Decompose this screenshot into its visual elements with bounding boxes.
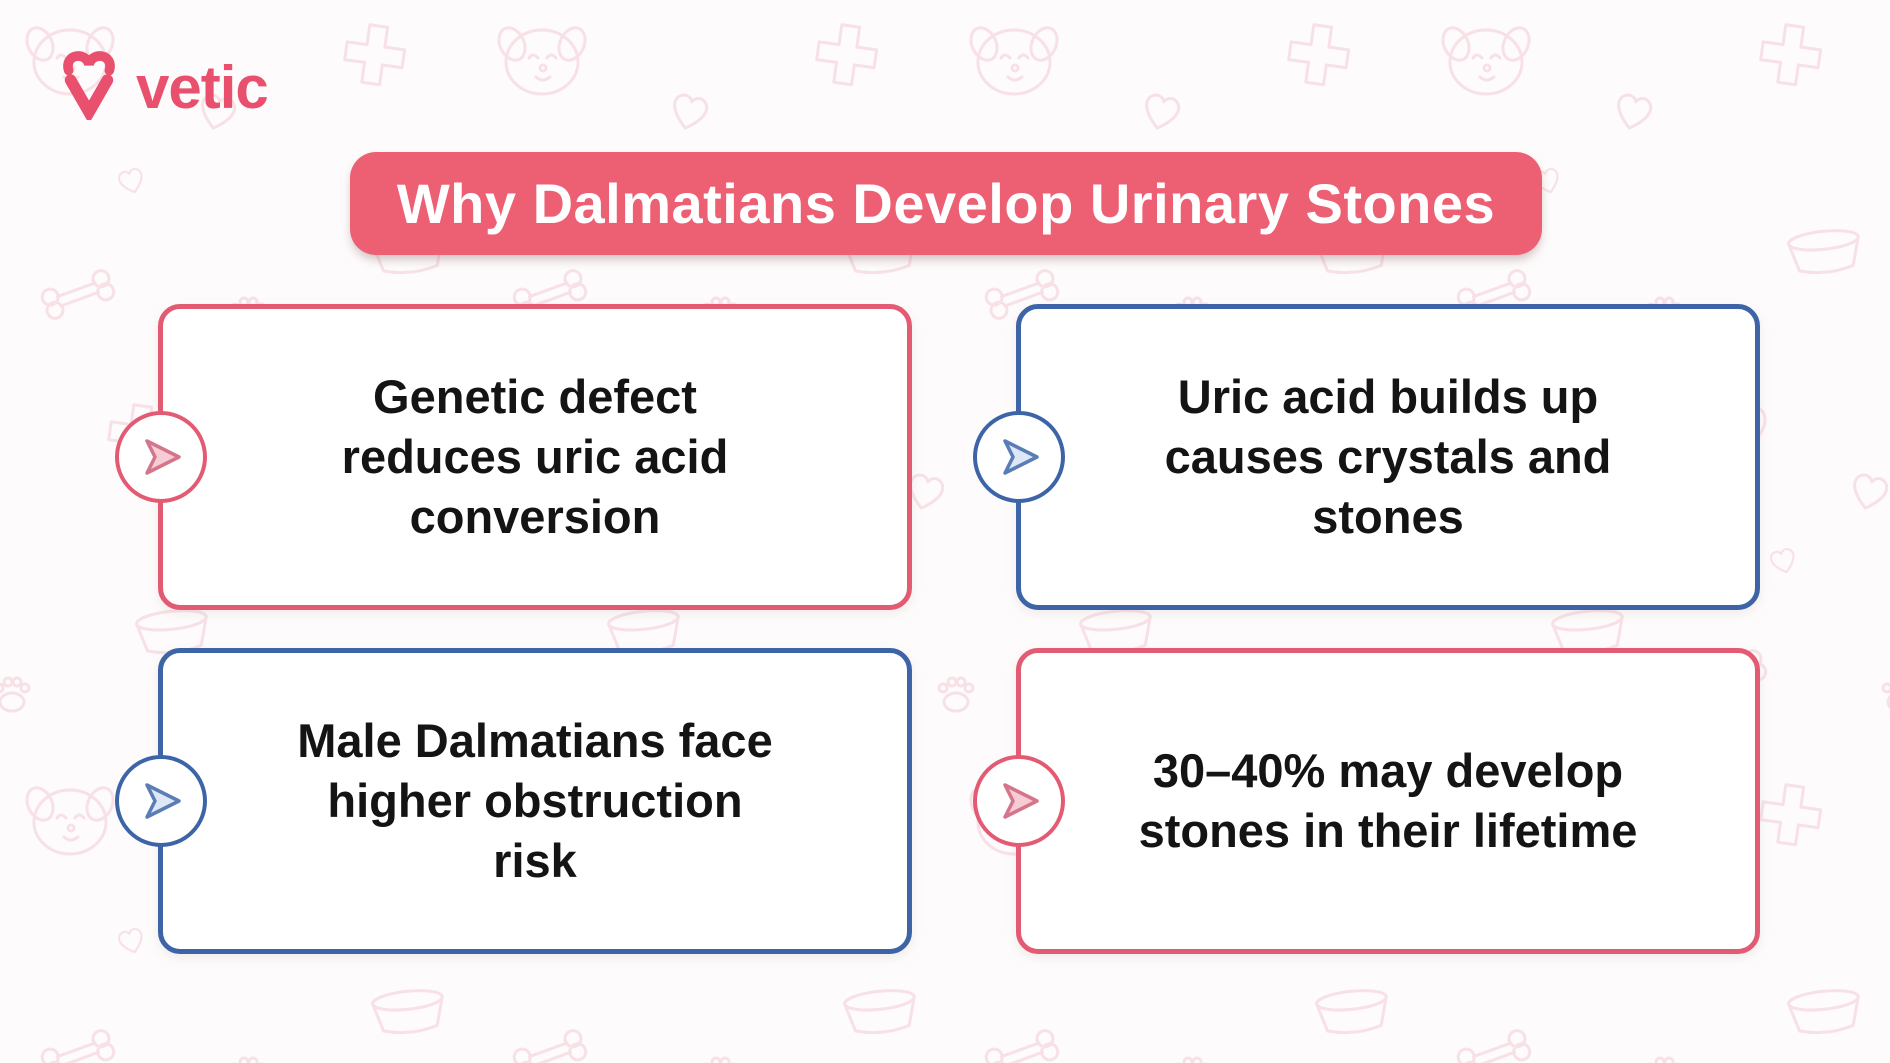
arrow-circle-badge (973, 411, 1065, 503)
vetic-logo: vetic (58, 48, 269, 121)
card-text: 30–40% may develop stones in their lifet… (1138, 743, 1638, 857)
arrow-circle-badge (973, 755, 1065, 847)
card-uric-acid-buildup: Uric acid builds up causes crystals and … (973, 304, 1760, 610)
card-male-obstruction-risk: Male Dalmatians face higher obstruction … (115, 648, 912, 954)
card-lifetime-prevalence: 30–40% may develop stones in their lifet… (973, 648, 1760, 954)
arrow-circle-badge (115, 755, 207, 847)
page-title: Why Dalmatians Develop Urinary Stones (396, 172, 1496, 235)
arrow-circle-badge (115, 411, 207, 503)
title-banner: Why Dalmatians Develop Urinary Stones (350, 152, 1542, 255)
vetic-logo-text: vetic (136, 54, 269, 121)
arrow-right-icon (1003, 439, 1039, 475)
card-text: Uric acid builds up causes crystals and … (1164, 369, 1612, 544)
arrow-right-icon (1003, 783, 1039, 819)
arrow-right-icon (145, 783, 181, 819)
arrow-right-icon (145, 439, 181, 475)
card-genetic-defect: Genetic defect reduces uric acid convers… (115, 304, 912, 610)
card-text: Genetic defect reduces uric acid convers… (341, 369, 729, 544)
vetic-heart-icon (63, 51, 115, 120)
card-text: Male Dalmatians face higher obstruction … (297, 713, 773, 888)
